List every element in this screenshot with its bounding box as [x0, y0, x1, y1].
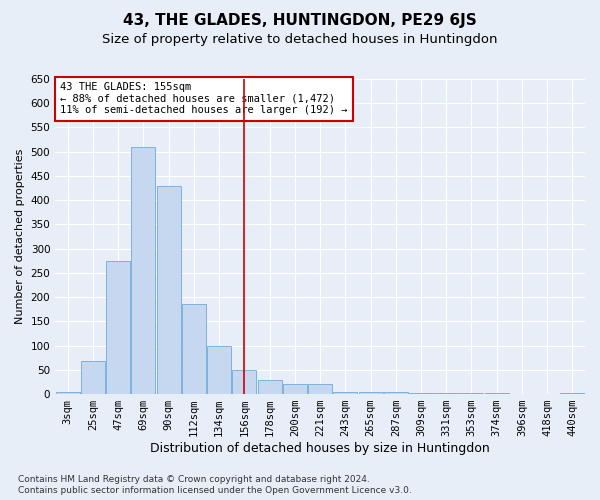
X-axis label: Distribution of detached houses by size in Huntingdon: Distribution of detached houses by size … [150, 442, 490, 455]
Y-axis label: Number of detached properties: Number of detached properties [15, 149, 25, 324]
Bar [560, 393, 584, 394]
Bar [359, 392, 383, 394]
Text: 43, THE GLADES, HUNTINGDON, PE29 6JS: 43, THE GLADES, HUNTINGDON, PE29 6JS [123, 12, 477, 28]
Bar [334, 392, 357, 394]
Bar [409, 393, 433, 394]
Bar [106, 261, 130, 394]
Bar [283, 384, 307, 394]
Bar [485, 393, 509, 394]
Bar [232, 370, 256, 394]
Bar [257, 380, 281, 394]
Text: Size of property relative to detached houses in Huntingdon: Size of property relative to detached ho… [102, 32, 498, 46]
Bar [81, 361, 105, 394]
Text: 43 THE GLADES: 155sqm
← 88% of detached houses are smaller (1,472)
11% of semi-d: 43 THE GLADES: 155sqm ← 88% of detached … [61, 82, 348, 116]
Text: Contains HM Land Registry data © Crown copyright and database right 2024.: Contains HM Land Registry data © Crown c… [18, 474, 370, 484]
Bar [182, 304, 206, 394]
Text: Contains public sector information licensed under the Open Government Licence v3: Contains public sector information licen… [18, 486, 412, 495]
Bar [308, 384, 332, 394]
Bar [56, 392, 80, 394]
Bar [157, 186, 181, 394]
Bar [207, 346, 231, 394]
Bar [131, 147, 155, 394]
Bar [460, 393, 484, 394]
Bar [384, 392, 408, 394]
Bar [434, 393, 458, 394]
